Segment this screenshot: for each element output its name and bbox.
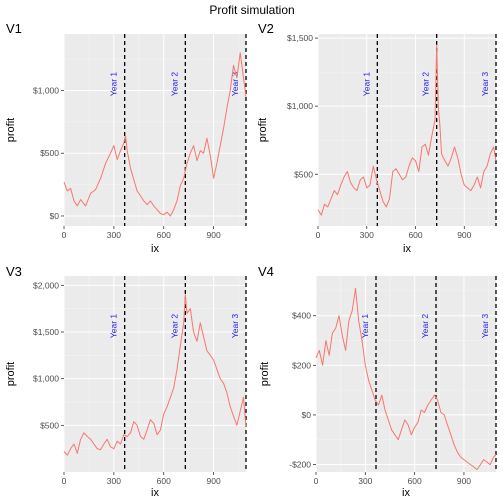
panel-tag: V1 (6, 21, 22, 36)
year-marker-label: Year 2 (169, 314, 179, 339)
x-tick-label: 600 (408, 230, 422, 240)
grid (315, 276, 496, 472)
y-tick-label: $1,500 (287, 33, 313, 43)
year-marker-label: Year 3 (480, 72, 490, 97)
panel-tag: V4 (258, 264, 274, 279)
y-tick-label: $0 (50, 211, 60, 221)
y-tick-label: $0 (302, 410, 312, 420)
y-axis-title: profit (5, 118, 17, 142)
grid (63, 34, 246, 226)
plot-area (316, 276, 496, 472)
x-tick-label: 0 (62, 476, 67, 486)
x-tick-label: 300 (107, 476, 121, 486)
axes: 0 300 600 900 -$200 $0 $200 $400 (289, 311, 471, 486)
year-marker-label: Year 1 (109, 314, 119, 339)
x-tick-label: 300 (358, 476, 372, 486)
year-marker-label: Year 3 (230, 314, 240, 339)
year-marker-label: Year 3 (230, 72, 240, 97)
x-tick-label: 0 (314, 476, 319, 486)
x-tick-label: 900 (206, 476, 220, 486)
plot-area (318, 34, 496, 226)
x-axis-title: ix (151, 243, 159, 255)
y-tick-label: $400 (292, 311, 311, 321)
panel-tag: V3 (6, 264, 22, 279)
y-axis-title: profit (5, 362, 17, 386)
y-tick-label: $2,000 (33, 280, 59, 290)
grid (63, 276, 246, 472)
panel-v3: V3 Year 1 Year 2 Year 3 0 300 600 900 $500 $1,0… (5, 264, 247, 499)
x-tick-label: 300 (107, 230, 121, 240)
y-tick-label: -$200 (289, 460, 311, 470)
x-tick-label: 900 (457, 476, 471, 486)
x-tick-label: 600 (157, 230, 171, 240)
y-axis-title: profit (257, 118, 269, 142)
axes: 0 300 600 900 $500 $1,000 $1,500 $2,000 (33, 280, 221, 486)
x-tick-label: 300 (360, 230, 374, 240)
series-line (315, 287, 497, 470)
year-marker-label: Year 1 (109, 72, 119, 97)
plot-area (64, 34, 246, 226)
y-tick-label: $500 (40, 148, 59, 158)
y-tick-label: $1,500 (33, 327, 59, 337)
year-markers: Year 1 Year 2 Year 3 (109, 34, 247, 226)
series-line (63, 52, 247, 217)
year-markers: Year 1 Year 2 Year 3 (360, 276, 497, 472)
x-tick-label: 900 (206, 230, 220, 240)
year-marker-label: Year 1 (361, 72, 371, 97)
axes: 0 300 600 900 $0 $500 $1,000 (33, 85, 221, 240)
year-marker-label: Year 2 (421, 72, 431, 97)
series-line (317, 44, 497, 216)
x-tick-label: 600 (408, 476, 422, 486)
y-tick-label: $500 (294, 169, 313, 179)
x-tick-label: 0 (316, 230, 321, 240)
y-tick-label: $1,000 (33, 374, 59, 384)
year-marker-label: Year 3 (480, 314, 490, 339)
figure-title: Profit simulation (209, 3, 294, 17)
axes: 0 300 600 900 $500 $1,000 $1,500 (287, 33, 472, 240)
x-axis-title: ix (151, 487, 159, 499)
y-tick-label: $500 (40, 420, 59, 430)
year-marker-label: Year 2 (420, 314, 430, 339)
year-marker-label: Year 2 (169, 72, 179, 97)
y-tick-label: $1,000 (287, 101, 313, 111)
panel-v2: V2 Year 1 Year 2 Year 3 0 300 600 900 $500 $1,0… (257, 21, 497, 255)
x-tick-label: 0 (62, 230, 67, 240)
x-axis-title: ix (403, 243, 411, 255)
x-tick-label: 900 (457, 230, 471, 240)
panel-v1: V1 Year 1 Year 2 Year 3 0 300 600 900 $0 $500 $1… (5, 21, 247, 255)
panel-v4: V4 Year 1 Year 2 Year 3 0 300 600 900 -$200 $0 $… (258, 264, 497, 499)
y-tick-label: $1,000 (33, 85, 59, 95)
x-tick-label: 600 (157, 476, 171, 486)
year-marker-label: Year 1 (360, 314, 370, 339)
y-axis-title: profit (259, 362, 271, 386)
x-axis-title: ix (402, 487, 410, 499)
panel-tag: V2 (258, 21, 274, 36)
year-markers: Year 1 Year 2 Year 3 (109, 276, 247, 472)
y-tick-label: $200 (292, 360, 311, 370)
series-line (63, 294, 247, 456)
